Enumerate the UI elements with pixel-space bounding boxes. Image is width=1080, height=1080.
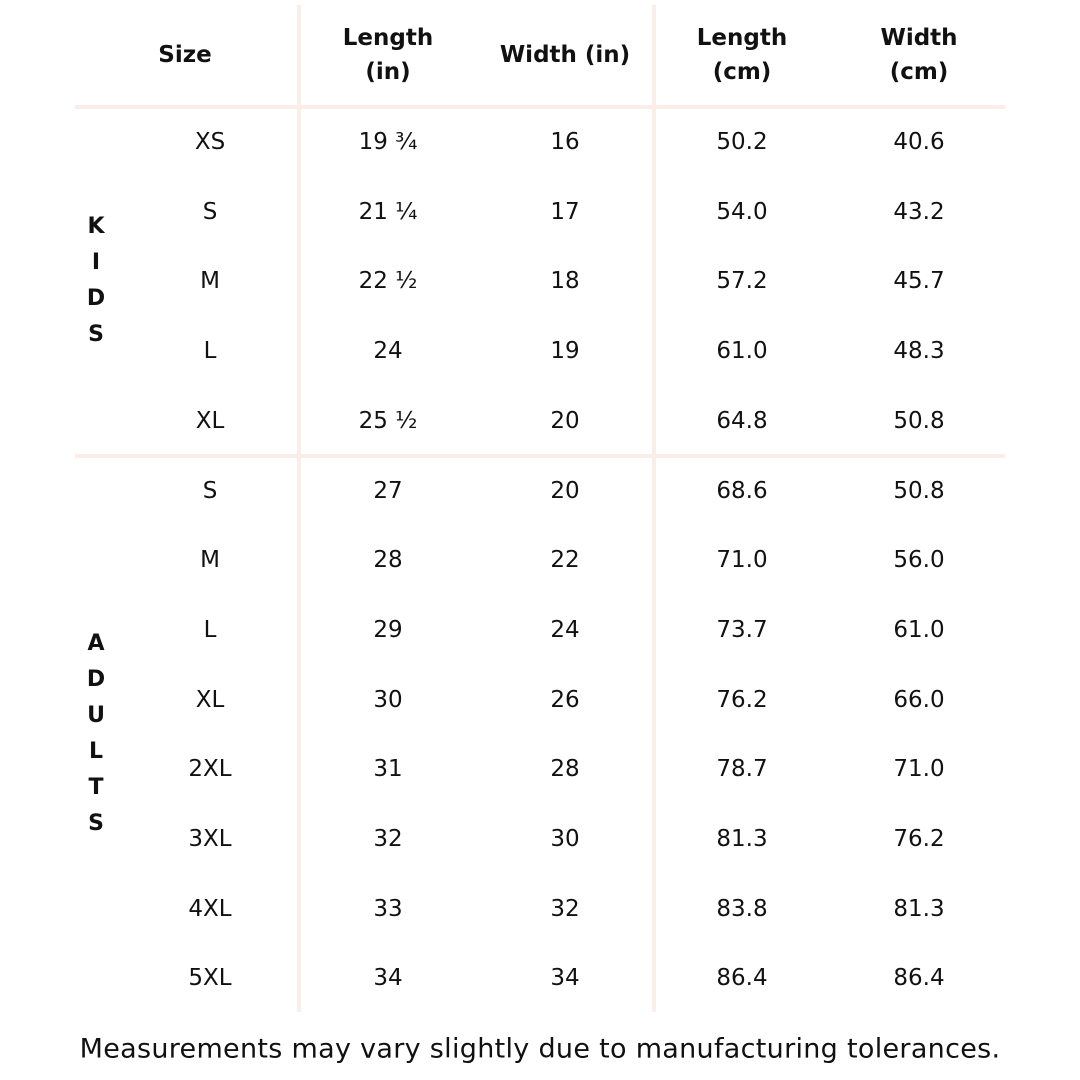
measure-cell: 18: [550, 268, 580, 295]
measure-cell: 86.4: [716, 965, 768, 992]
measure-cell: 26: [550, 686, 580, 713]
measure-cell: 34: [550, 965, 580, 992]
column-header: Width (in): [499, 42, 631, 68]
column-header: Length (in): [342, 25, 434, 85]
measure-cell: 76.2: [716, 686, 768, 713]
measure-cell: 81.3: [716, 826, 768, 852]
size-cell: S: [202, 477, 218, 504]
measure-cell: 32: [550, 895, 580, 922]
measure-cell: 22 ½: [358, 268, 418, 295]
size-cell: XS: [194, 129, 226, 155]
measure-cell: 19 ¾: [358, 129, 418, 155]
column-header: Length (cm): [696, 25, 788, 85]
measure-cell: 24: [373, 338, 403, 365]
measure-cell: 30: [373, 686, 403, 713]
measure-cell: 20: [550, 477, 580, 504]
measure-cell: 32: [373, 826, 403, 852]
measure-cell: 64.8: [716, 407, 768, 434]
group-label: KIDS: [86, 214, 106, 348]
measure-cell: 50.8: [893, 477, 945, 504]
measure-cell: 61.0: [716, 338, 768, 365]
measure-cell: 17: [550, 198, 580, 225]
measure-cell: 50.8: [893, 407, 945, 434]
measure-cell: 81.3: [893, 895, 945, 922]
header-divider: [75, 105, 1005, 109]
measure-cell: 71.0: [893, 756, 945, 783]
measure-cell: 34: [373, 965, 403, 992]
measure-cell: 61.0: [893, 616, 945, 643]
size-cell: 3XL: [188, 826, 232, 852]
measure-cell: 57.2: [716, 268, 768, 295]
measure-cell: 25 ½: [358, 407, 418, 434]
measure-cell: 24: [550, 616, 580, 643]
size-cell: L: [203, 616, 217, 643]
measure-cell: 50.2: [716, 129, 768, 155]
measure-cell: 45.7: [893, 268, 945, 295]
measure-cell: 71.0: [716, 547, 768, 574]
measure-cell: 56.0: [893, 547, 945, 574]
size-cell: XL: [195, 407, 225, 434]
column-divider: [297, 5, 301, 1012]
size-cell: XL: [195, 686, 225, 713]
group-label: ADULTS: [86, 631, 106, 837]
measure-cell: 40.6: [893, 129, 945, 155]
footnote: Measurements may vary slightly due to ma…: [79, 1033, 1001, 1065]
size-cell: 2XL: [188, 756, 232, 783]
measure-cell: 16: [550, 129, 580, 155]
measure-cell: 54.0: [716, 198, 768, 225]
measure-cell: 48.3: [893, 338, 945, 365]
measure-cell: 86.4: [893, 965, 945, 992]
measure-cell: 21 ¼: [358, 198, 418, 225]
size-cell: M: [200, 547, 220, 574]
measure-cell: 19: [550, 338, 580, 365]
column-header: Size: [158, 42, 212, 68]
group-divider: [75, 454, 1005, 458]
measure-cell: 83.8: [716, 895, 768, 922]
measure-cell: 28: [550, 756, 580, 783]
size-cell: S: [202, 198, 218, 225]
measure-cell: 20: [550, 407, 580, 434]
column-header: Width (cm): [880, 25, 958, 85]
size-cell: 4XL: [188, 895, 232, 922]
measure-cell: 29: [373, 616, 403, 643]
measure-cell: 30: [550, 826, 580, 852]
measure-cell: 76.2: [893, 826, 945, 852]
measure-cell: 22: [550, 547, 580, 574]
measure-cell: 31: [373, 756, 403, 783]
measure-cell: 33: [373, 895, 403, 922]
measure-cell: 73.7: [716, 616, 768, 643]
measure-cell: 28: [373, 547, 403, 574]
size-cell: 5XL: [188, 965, 232, 992]
size-cell: L: [203, 338, 217, 365]
measure-cell: 68.6: [716, 477, 768, 504]
measure-cell: 43.2: [893, 198, 945, 225]
size-cell: M: [200, 268, 220, 295]
measure-cell: 78.7: [716, 756, 768, 783]
column-divider: [652, 5, 656, 1012]
measure-cell: 27: [373, 477, 403, 504]
measure-cell: 66.0: [893, 686, 945, 713]
